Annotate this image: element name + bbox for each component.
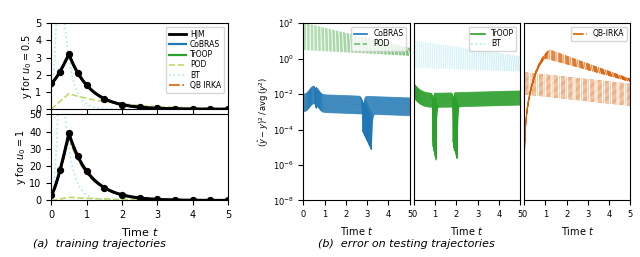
Y-axis label: $(\hat{y}-y)^2\,/\,\mathrm{avg}\,(y^2)$: $(\hat{y}-y)^2\,/\,\mathrm{avg}\,(y^2)$ bbox=[257, 77, 271, 147]
Text: (b)  error on testing trajectories: (b) error on testing trajectories bbox=[318, 239, 495, 249]
Point bbox=[72, 71, 83, 75]
Point bbox=[205, 198, 216, 203]
Point bbox=[188, 198, 198, 202]
Point bbox=[64, 52, 74, 56]
X-axis label: Time $t$: Time $t$ bbox=[121, 226, 159, 238]
Point bbox=[205, 107, 216, 111]
Text: (a)  training trajectories: (a) training trajectories bbox=[33, 239, 166, 249]
Point bbox=[223, 107, 233, 111]
Point bbox=[81, 169, 92, 173]
Legend: TrOOP, BT: TrOOP, BT bbox=[468, 27, 516, 51]
Point bbox=[188, 107, 198, 111]
Point bbox=[170, 198, 180, 202]
X-axis label: Time $t$: Time $t$ bbox=[340, 225, 373, 237]
Point bbox=[152, 197, 163, 201]
Point bbox=[99, 97, 109, 101]
Y-axis label: y for $u_0=0.5$: y for $u_0=0.5$ bbox=[20, 34, 34, 99]
X-axis label: Time $t$: Time $t$ bbox=[450, 225, 484, 237]
Point bbox=[134, 105, 145, 109]
Point bbox=[55, 168, 65, 172]
Point bbox=[55, 69, 65, 74]
Point bbox=[134, 196, 145, 200]
Point bbox=[116, 103, 127, 107]
Point bbox=[46, 193, 56, 197]
Point bbox=[99, 186, 109, 190]
Legend: QB-IRKA: QB-IRKA bbox=[571, 27, 627, 41]
X-axis label: Time $t$: Time $t$ bbox=[561, 225, 594, 237]
Point bbox=[64, 131, 74, 135]
Y-axis label: y for $u_0=1$: y for $u_0=1$ bbox=[13, 130, 28, 185]
Point bbox=[72, 154, 83, 158]
Point bbox=[46, 81, 56, 85]
Point bbox=[116, 193, 127, 197]
Point bbox=[223, 198, 233, 203]
Point bbox=[152, 106, 163, 110]
Point bbox=[81, 83, 92, 87]
Point bbox=[170, 107, 180, 111]
Legend: CoBRAS, POD: CoBRAS, POD bbox=[351, 27, 406, 51]
Legend: HJM, CoBRAS, TrOOP, POD, BT, QB IRKA: HJM, CoBRAS, TrOOP, POD, BT, QB IRKA bbox=[166, 27, 224, 93]
